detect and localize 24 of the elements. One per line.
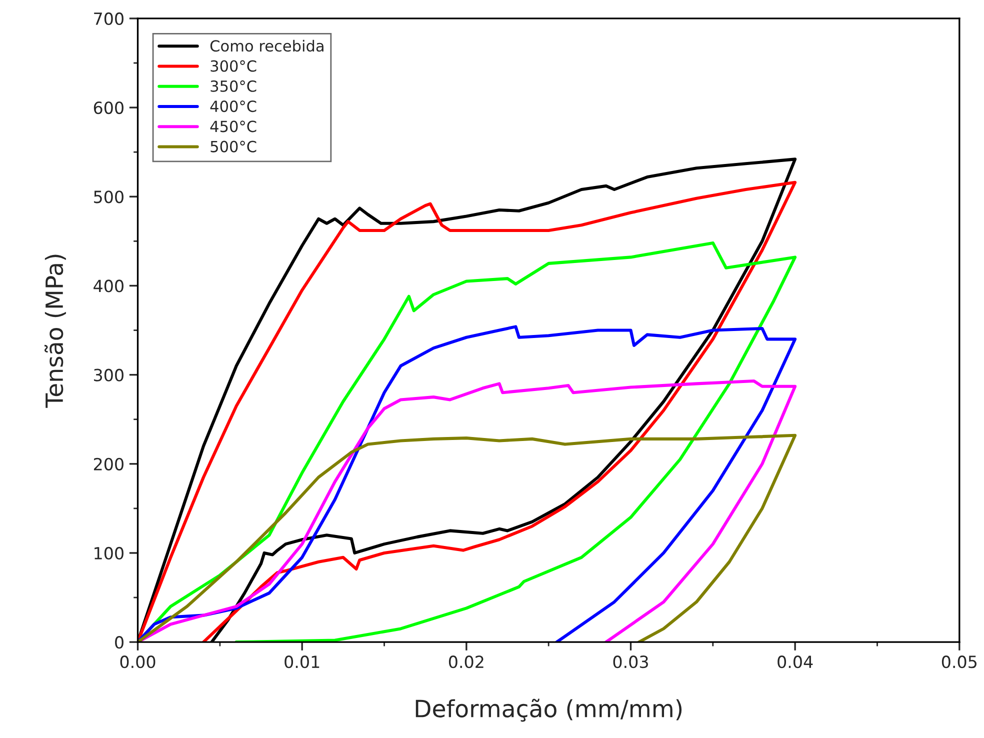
legend-label: 300°C	[210, 60, 256, 72]
line-series	[138, 325, 797, 642]
y-tick-label: 600	[94, 102, 124, 114]
y-axis-title: Tensão (MPa)	[44, 254, 66, 408]
y-tick-label: 100	[94, 546, 124, 560]
legend-label: 500°C	[210, 140, 256, 152]
x-tick-label: 0.04	[778, 656, 813, 668]
y-tick-label: 200	[94, 458, 124, 470]
line-series	[138, 434, 797, 642]
y-tick-label: 300	[94, 368, 124, 382]
y-tick-label: 500	[94, 190, 124, 204]
x-tick-label: 0.00	[120, 656, 156, 668]
x-tick-label: 0.01	[284, 656, 320, 668]
legend-label: 400°C	[210, 100, 256, 112]
legend-label: 450°C	[210, 120, 256, 132]
x-tick-label: 0.02	[448, 656, 484, 668]
legend-label: Como recebida	[210, 40, 324, 52]
y-tick-label: 700	[94, 12, 124, 26]
x-tick-label: 0.03	[613, 656, 648, 668]
x-tick-label: 0.05	[942, 656, 976, 668]
y-tick-label: 400	[94, 280, 124, 292]
y-tick-label: 0	[115, 636, 124, 649]
legend-label: 350°C	[210, 80, 256, 92]
x-axis-title: Deformação (mm/mm)	[416, 698, 682, 722]
